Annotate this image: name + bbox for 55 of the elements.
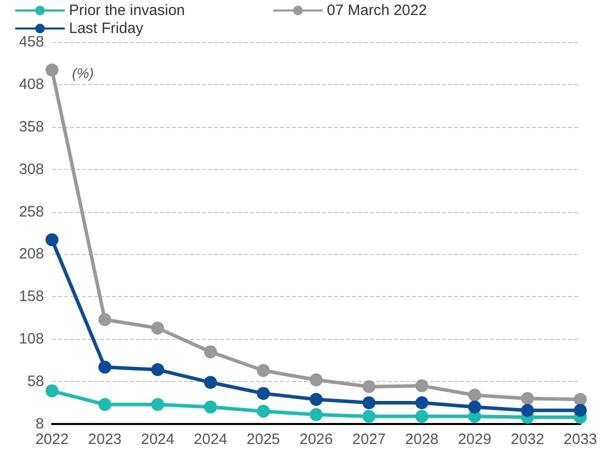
point <box>468 400 482 414</box>
legend-label: 07 March 2022 <box>326 2 427 19</box>
point <box>256 404 270 418</box>
x-tick-label: 2029 <box>458 431 492 448</box>
y-tick-label: 258 <box>18 203 44 220</box>
point <box>415 396 428 410</box>
point <box>310 373 323 386</box>
y-tick-label: 408 <box>18 76 44 93</box>
point <box>46 384 58 398</box>
point <box>204 345 217 358</box>
legend-label: Prior the invasion <box>69 2 185 19</box>
point <box>46 233 58 246</box>
annotation: (%) <box>72 65 94 81</box>
y-tick-label: 108 <box>18 330 44 348</box>
x-tick-label: 2028 <box>405 431 439 448</box>
point <box>151 363 164 376</box>
x-tick-label: 2033 <box>564 431 598 448</box>
x-tick-label: 2025 <box>246 431 280 448</box>
point <box>415 410 428 423</box>
point <box>362 380 376 394</box>
y-tick-label: 458 <box>18 34 44 50</box>
x-tick-label: 2026 <box>299 431 333 448</box>
y-tick-label: 8 <box>36 416 44 432</box>
point <box>310 392 323 406</box>
point <box>98 360 112 374</box>
y-tick-label: 358 <box>18 118 44 136</box>
point <box>256 386 270 400</box>
point <box>468 388 482 402</box>
x-tick-label: 2022 <box>35 431 69 448</box>
point <box>362 410 376 423</box>
point <box>46 64 58 77</box>
x-tick-label: 2023 <box>88 431 122 448</box>
point <box>574 392 587 406</box>
x-tick-label: 2024 <box>140 431 174 448</box>
y-tick-label: 308 <box>18 160 44 178</box>
x-tick-label: 2027 <box>352 431 386 448</box>
point <box>151 322 164 335</box>
x-tick-label: 2032 <box>510 431 544 448</box>
y-tick-label: 58 <box>27 373 44 390</box>
point <box>520 392 534 406</box>
x-tick-label: 2024 <box>194 431 228 448</box>
point <box>256 364 270 378</box>
y-tick-label: 208 <box>18 246 44 263</box>
point <box>204 376 217 389</box>
point <box>362 396 376 410</box>
point <box>98 398 112 411</box>
point <box>415 379 428 392</box>
point <box>151 398 164 411</box>
point <box>310 408 323 422</box>
point <box>574 404 587 417</box>
point <box>98 313 112 326</box>
legend-label: Last Friday <box>69 20 144 37</box>
point <box>204 400 217 414</box>
point <box>520 404 534 417</box>
y-tick-label: 158 <box>18 288 44 306</box>
